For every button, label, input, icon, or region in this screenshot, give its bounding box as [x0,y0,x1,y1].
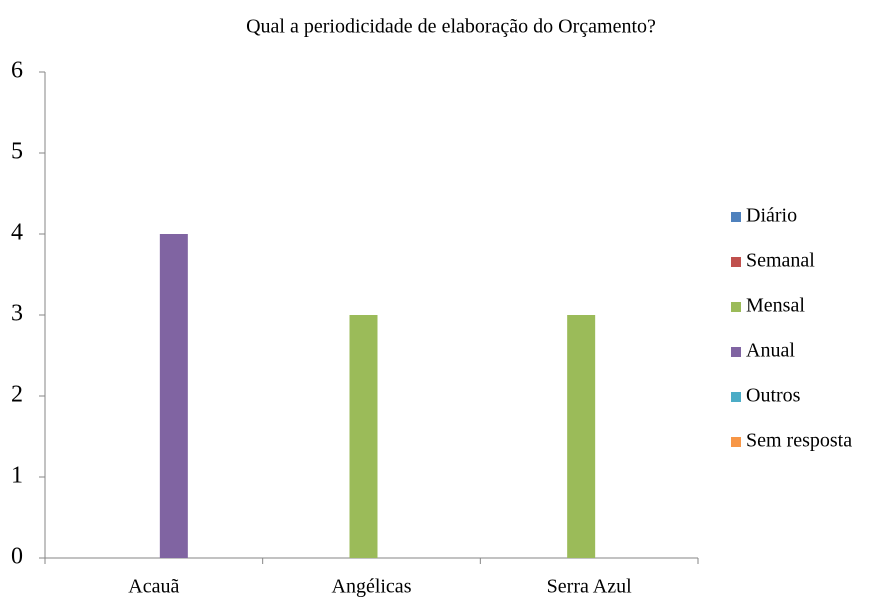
legend-swatch [731,437,741,447]
y-tick-label: 4 [11,220,23,246]
y-tick-label: 5 [11,139,23,165]
legend-label: Semanal [746,250,815,272]
y-tick-label: 6 [11,58,23,84]
legend-swatch [731,257,741,267]
legend-swatch [731,212,741,222]
y-tick-label: 1 [11,463,23,489]
chart-title: Qual a periodicidade de elaboração do Or… [246,16,656,38]
bar [159,234,188,558]
bar [349,315,378,558]
legend-swatch [731,302,741,312]
x-tick-label: Angélicas [332,576,412,598]
legend-swatch [731,392,741,402]
legend-label: Outros [746,385,801,407]
legend-label: Mensal [746,295,805,317]
x-tick-label: Acauã [128,576,179,598]
y-tick-label: 0 [11,544,23,570]
bar [567,315,596,558]
legend-label: Anual [746,340,795,362]
y-tick-label: 2 [11,382,23,408]
x-tick-label: Serra Azul [547,576,632,598]
legend-label: Diário [746,205,797,227]
y-tick-label: 3 [11,301,23,327]
legend-swatch [731,347,741,357]
legend-label: Sem resposta [746,430,852,452]
